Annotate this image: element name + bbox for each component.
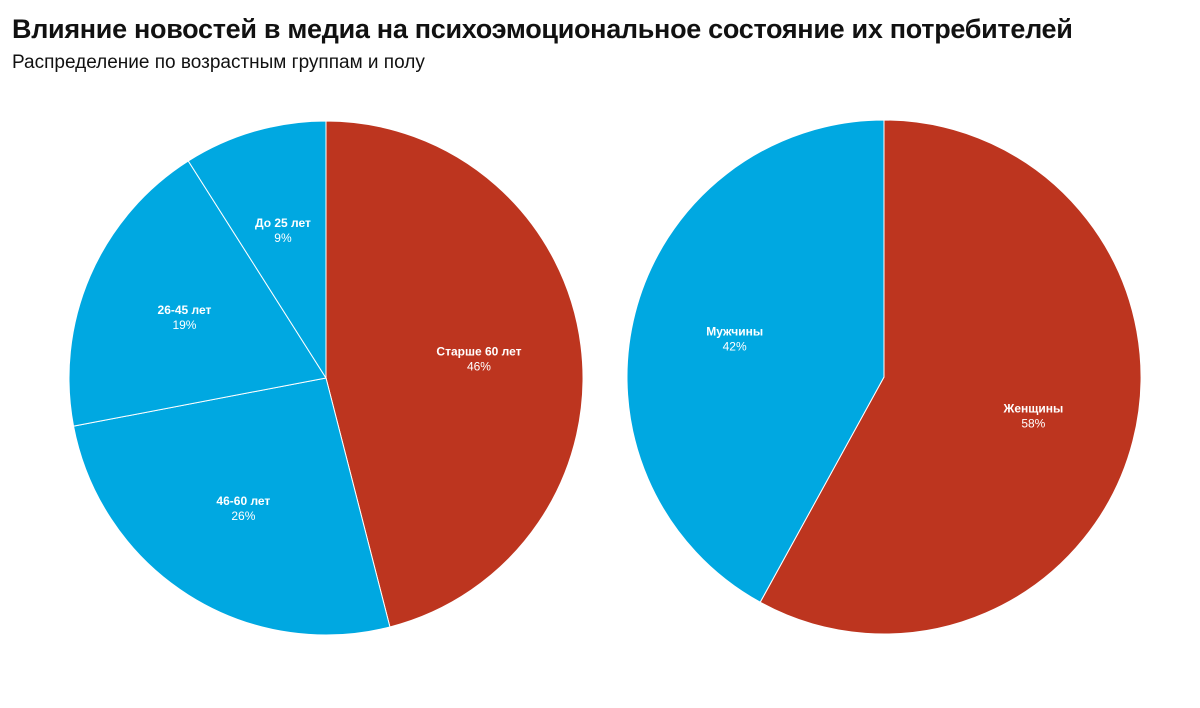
pie-slice xyxy=(325,120,584,628)
slice-value-label: 26% xyxy=(231,509,255,523)
slice-label: Женщины xyxy=(1002,401,1063,415)
slice-value-label: 19% xyxy=(172,318,196,332)
pie-slice xyxy=(626,119,885,603)
pie-slice xyxy=(759,119,1142,635)
slice-value-label: 58% xyxy=(1021,416,1045,430)
chart-title: Влияние новостей в медиа на психоэмоцион… xyxy=(12,14,1073,44)
slice-label: До 25 лет xyxy=(255,216,311,230)
slice-value-label: 9% xyxy=(274,231,292,245)
slice-value-label: 42% xyxy=(723,340,747,354)
slice-label: 46-60 лет xyxy=(216,494,270,508)
chart-subtitle: Распределение по возрастным группам и по… xyxy=(12,52,425,73)
slice-label: 26-45 лет xyxy=(158,303,212,317)
slice-label: Старше 60 лет xyxy=(436,345,521,359)
pie-slice xyxy=(72,377,391,636)
slice-value-label: 46% xyxy=(467,360,491,374)
pie-slice xyxy=(68,160,327,427)
slice-label: Мужчины xyxy=(706,325,763,339)
pie-slice xyxy=(187,120,327,380)
